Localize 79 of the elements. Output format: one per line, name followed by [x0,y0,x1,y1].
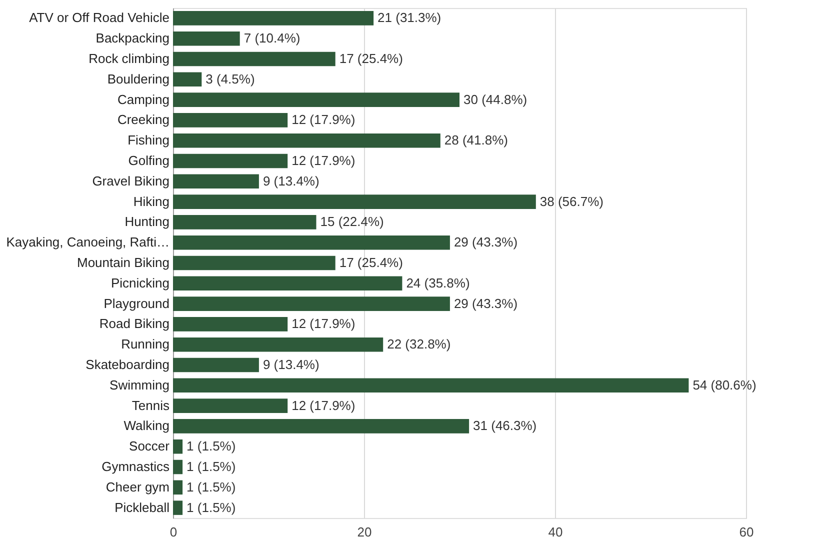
y-tick-label: Creeking [117,112,170,128]
bar [173,113,288,128]
bar [173,337,384,352]
data-label: 21 (31.3%) [378,10,442,26]
bar [173,500,183,515]
data-label: 29 (43.3%) [454,234,518,250]
data-label: 29 (43.3%) [454,296,518,311]
data-label: 17 (25.4%) [339,51,403,66]
y-tick-label: Walking [124,418,170,434]
x-tick-label: 60 [739,524,754,540]
y-tick-label: ATV or Off Road Vehicle [29,10,170,26]
bar [173,439,183,454]
y-tick-label: Tennis [132,398,170,413]
data-label: 17 (25.4%) [339,255,403,270]
bar [173,133,440,148]
data-label: 12 (17.9%) [292,112,356,128]
y-tick-label: Hunting [124,214,170,230]
y-tick-label: Fishing [128,132,170,148]
y-tick-label: Gymnastics [102,459,170,474]
y-tick-label: Cheer gym [106,479,170,494]
y-tick-label: Skateboarding [86,357,170,372]
bar [173,480,183,495]
y-tick-label: Golfing [128,153,170,168]
y-tick-label: Swimming [110,377,170,392]
y-tick-label: Bouldering [107,71,170,86]
data-label: 7 (10.4%) [244,30,300,46]
data-label: 12 (17.9%) [292,316,356,332]
y-tick-label: Playground [104,296,170,311]
bar [173,378,689,393]
bar [173,296,450,311]
data-label: 30 (44.8%) [464,92,528,107]
bar [173,317,288,332]
bar [173,276,402,291]
y-tick-label: Kayaking, Canoeing, Rafti… [6,234,170,250]
x-tick-label: 40 [548,524,563,540]
data-label: 24 (35.8%) [406,275,470,290]
bar [173,419,470,434]
data-label: 9 (13.4%) [262,173,320,188]
data-label: 22 (32.8%) [387,336,451,352]
data-label: 28 (41.8%) [444,132,508,148]
data-label: 1 (1.5%) [186,500,236,515]
y-tick-label: Road Biking [99,316,170,332]
data-label: 1 (1.5%) [186,459,236,474]
data-label: 3 (4.5%) [206,71,255,86]
y-tick-label: Picnicking [110,275,170,290]
y-tick-label: Mountain Biking [77,255,170,270]
y-tick-label: Pickleball [114,500,170,515]
data-label: 15 (22.4%) [320,214,384,230]
bar [173,358,259,372]
bar [173,31,240,46]
bar [173,92,460,107]
x-tick-label: 20 [357,524,372,540]
bar [173,72,202,87]
bar [173,52,336,66]
bar [173,11,374,26]
y-tick-label: Hiking [133,194,170,209]
y-tick-label: Soccer [129,438,170,454]
data-label: 9 (13.4%) [262,357,320,372]
data-label: 12 (17.9%) [292,398,356,413]
bar [173,215,316,230]
data-label: 54 (80.6%) [692,377,756,392]
bar [173,256,336,270]
y-tick-label: Backpacking [96,30,170,46]
bar [173,174,259,189]
bar [173,460,183,474]
y-tick-label: Running [121,336,170,352]
y-tick-label: Rock climbing [88,51,170,66]
bar [173,398,288,413]
data-label: 1 (1.5%) [186,438,236,454]
y-tick-label: Camping [117,92,170,107]
y-tick-label: Gravel Biking [92,173,170,188]
data-label: 31 (46.3%) [473,418,537,434]
data-label: 38 (56.7%) [540,194,604,209]
x-tick-label: 0 [170,524,178,540]
data-label: 12 (17.9%) [292,153,356,168]
bar [173,235,450,250]
bar [173,194,536,209]
bar [173,154,288,168]
data-label: 1 (1.5%) [186,479,236,494]
